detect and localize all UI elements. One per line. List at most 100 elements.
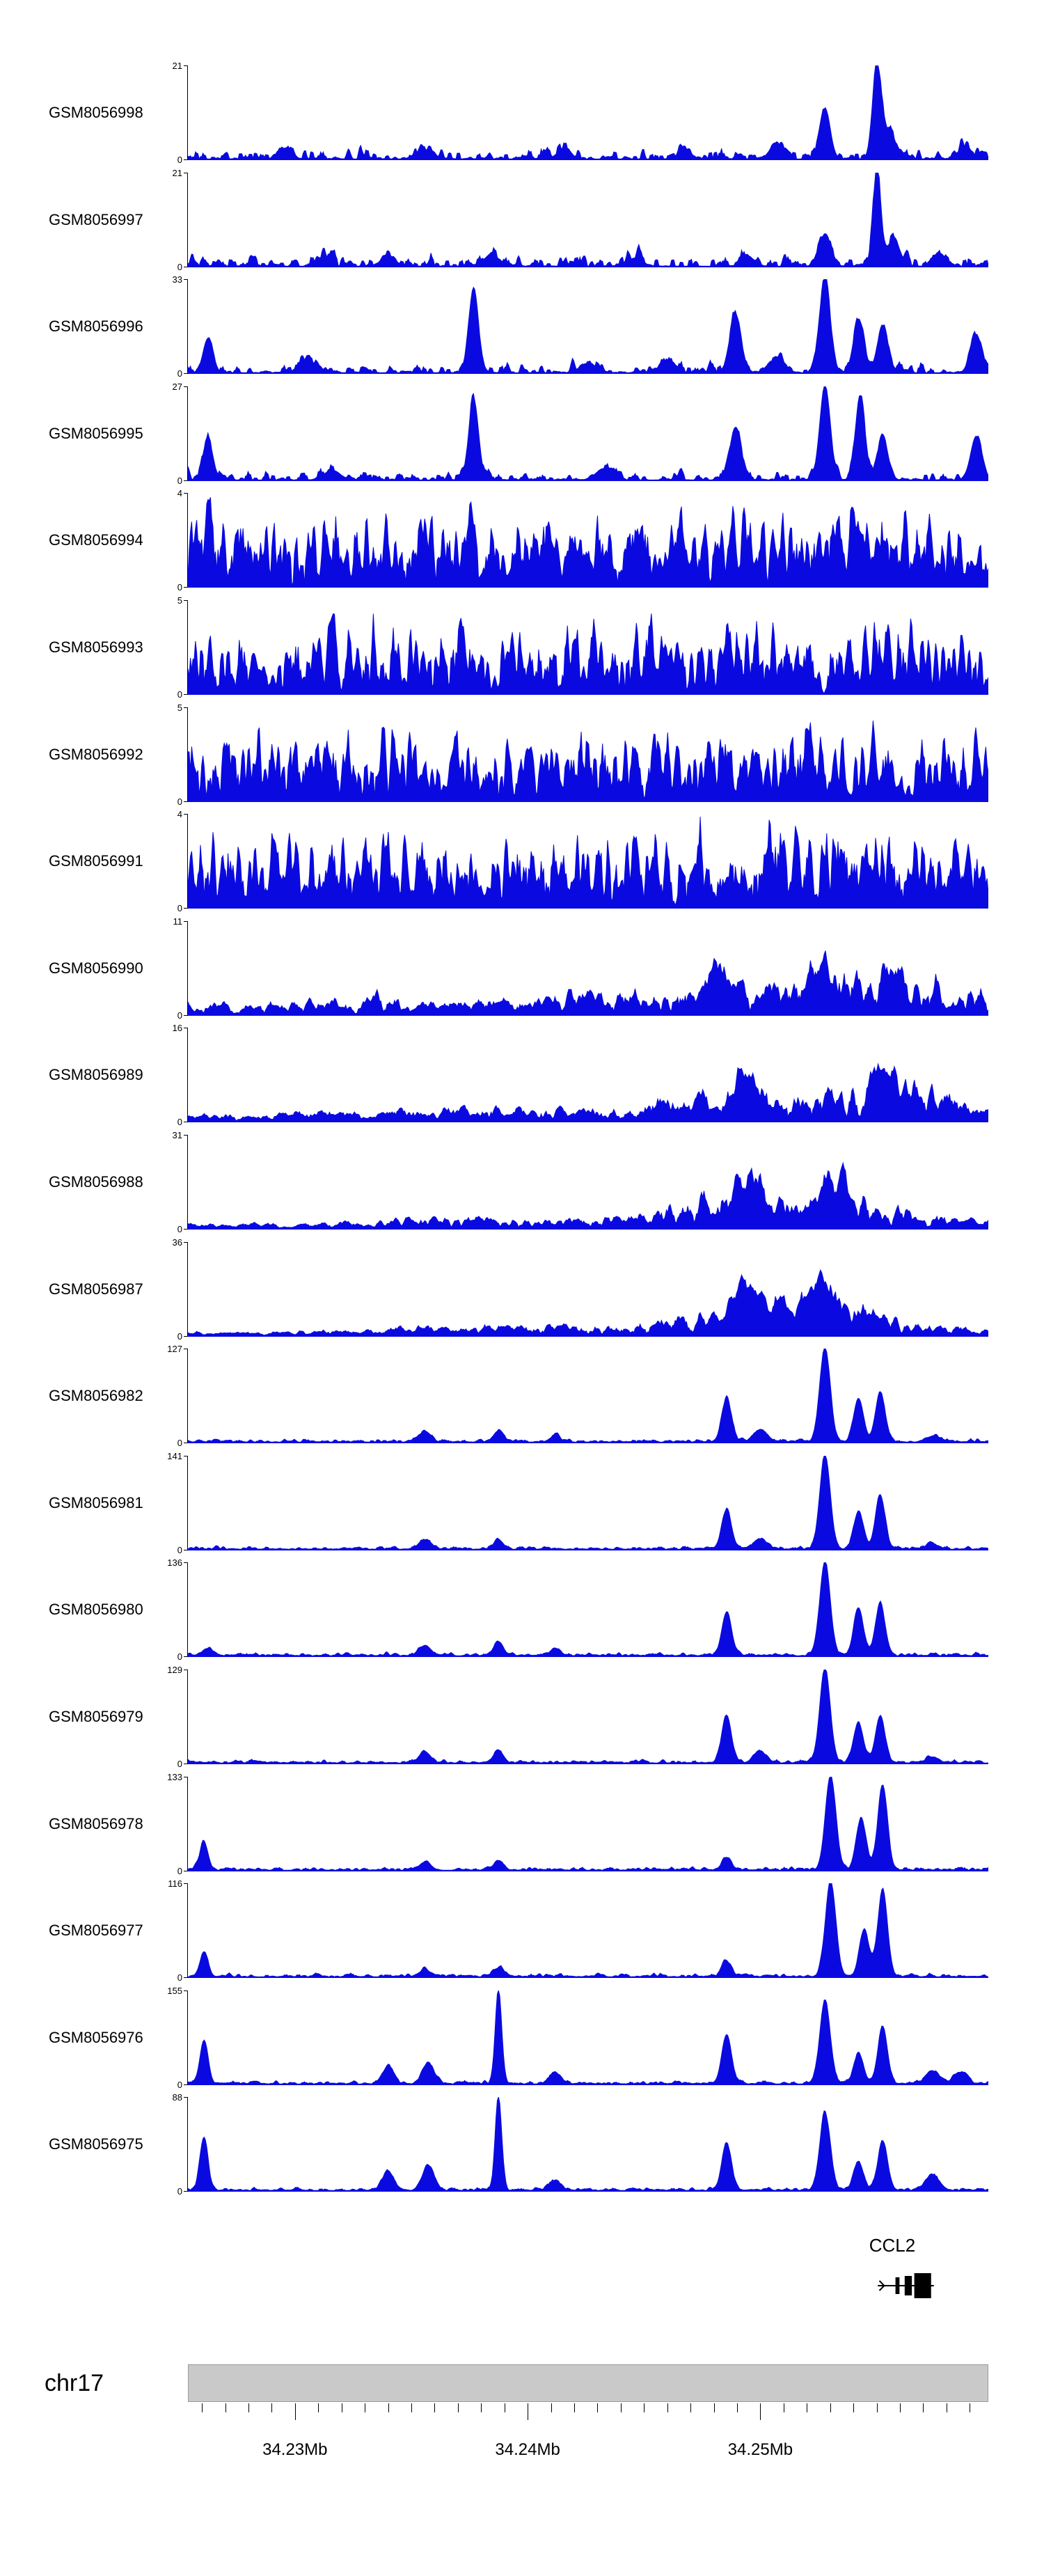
y-axis-zero-label: 0 <box>177 1117 182 1128</box>
coverage-polygon <box>188 1990 988 2085</box>
y-axis-tick-top <box>184 600 187 601</box>
track-sample-label: GSM8056993 <box>49 638 143 656</box>
coverage-signal-area <box>188 2097 988 2192</box>
coverage-polygon <box>188 720 988 802</box>
y-axis-max-label: 133 <box>167 1771 182 1782</box>
y-axis-tick-top <box>184 65 187 66</box>
track-y-axis-line <box>187 1562 188 1658</box>
y-axis-zero-label: 0 <box>177 1865 182 1876</box>
genome-axis-minor-tick <box>434 2403 436 2412</box>
genome-axis-minor-tick <box>737 2403 738 2412</box>
y-axis-tick-bottom <box>184 2191 187 2192</box>
genome-axis-major-tick <box>294 2403 296 2420</box>
y-axis-tick-top <box>184 279 187 281</box>
y-axis-tick-bottom <box>184 2084 187 2085</box>
genome-axis-minor-tick <box>574 2403 575 2412</box>
chromosome-bar <box>188 2364 988 2402</box>
axis-coordinate-label: 34.23Mb <box>262 2440 328 2459</box>
track-y-axis-line <box>187 2097 188 2192</box>
y-axis-zero-label: 0 <box>177 2186 182 2197</box>
exon-box <box>914 2273 931 2298</box>
track-sample-label: GSM8056979 <box>49 1708 143 1725</box>
genome-axis-minor-tick <box>853 2403 855 2412</box>
y-axis-zero-label: 0 <box>177 1759 182 1769</box>
coverage-polygon <box>188 1883 988 1979</box>
track-sample-label: GSM8056976 <box>49 2028 143 2046</box>
coverage-signal-area <box>188 1161 988 1230</box>
y-axis-tick-top <box>184 1990 187 1991</box>
genome-axis-minor-tick <box>667 2403 668 2412</box>
track-sample-label: GSM8056994 <box>49 531 143 549</box>
y-axis-zero-label: 0 <box>177 582 182 593</box>
track-y-axis-line <box>187 65 188 160</box>
genome-axis-minor-tick <box>900 2403 901 2412</box>
coverage-signal-area <box>188 1562 988 1658</box>
genome-axis-minor-tick <box>876 2403 878 2412</box>
track-sample-label: GSM8056990 <box>49 959 143 977</box>
coverage-polygon <box>188 386 988 481</box>
y-axis-tick-top <box>184 386 187 387</box>
y-axis-max-label: 155 <box>167 1985 182 1996</box>
y-axis-tick-bottom <box>184 587 187 588</box>
track-y-axis-line <box>187 1670 188 1764</box>
track-y-axis-line <box>187 707 188 802</box>
y-axis-max-label: 4 <box>177 809 182 820</box>
track-y-axis-line <box>187 814 188 909</box>
y-axis-max-label: 33 <box>172 274 182 285</box>
coverage-polygon <box>188 950 988 1016</box>
y-axis-tick-top <box>184 1883 187 1885</box>
y-axis-zero-label: 0 <box>177 903 182 914</box>
y-axis-tick-top <box>184 920 187 922</box>
genome-axis-minor-tick <box>202 2403 203 2412</box>
genome-axis-minor-tick <box>457 2403 459 2412</box>
y-axis-tick-top <box>184 1241 187 1243</box>
genome-axis-minor-tick <box>388 2403 389 2412</box>
track-sample-label: GSM8056996 <box>49 317 143 336</box>
y-axis-zero-label: 0 <box>177 368 182 379</box>
genome-axis-minor-tick <box>481 2403 482 2412</box>
track-sample-label: GSM8056991 <box>49 852 143 870</box>
y-axis-tick-bottom <box>184 1229 187 1230</box>
y-axis-max-label: 16 <box>172 1023 182 1034</box>
y-axis-tick-top <box>184 707 187 708</box>
coverage-signal-area <box>188 613 988 695</box>
y-axis-zero-label: 0 <box>177 1544 182 1555</box>
track-y-axis-line <box>187 1241 188 1337</box>
genome-axis-minor-tick <box>318 2403 319 2412</box>
coverage-signal-area <box>188 817 988 909</box>
y-axis-max-label: 127 <box>167 1344 182 1355</box>
coverage-signal-area <box>188 1670 988 1764</box>
track-sample-label: GSM8056982 <box>49 1387 143 1405</box>
y-axis-tick-bottom <box>184 159 187 160</box>
coverage-signal-area <box>188 386 988 481</box>
y-axis-max-label: 4 <box>177 488 182 499</box>
track-sample-label: GSM8056998 <box>49 104 143 121</box>
coverage-polygon <box>188 2097 988 2192</box>
y-axis-zero-label: 0 <box>177 1651 182 1663</box>
genome-axis-major-tick <box>760 2403 761 2420</box>
genome-axis-minor-tick <box>597 2403 599 2412</box>
y-axis-zero-label: 0 <box>177 689 182 700</box>
genome-axis-minor-tick <box>690 2403 692 2412</box>
coverage-polygon <box>188 1161 988 1230</box>
y-axis-tick-top <box>184 1135 187 1136</box>
coverage-signal-area <box>188 1269 988 1337</box>
y-axis-max-label: 21 <box>172 61 182 71</box>
y-axis-max-label: 141 <box>167 1450 182 1461</box>
y-axis-tick-bottom <box>184 1656 187 1658</box>
coverage-signal-area <box>188 1349 988 1444</box>
track-sample-label: GSM8056992 <box>49 745 143 763</box>
track-sample-label: GSM8056975 <box>49 2135 143 2153</box>
y-axis-tick-top <box>184 1562 187 1564</box>
coverage-signal-area <box>188 1883 988 1979</box>
coverage-signal-area <box>188 1455 988 1550</box>
genome-axis-minor-tick <box>248 2403 249 2412</box>
track-sample-label: GSM8056995 <box>49 424 143 442</box>
track-y-axis-line <box>187 386 188 481</box>
y-axis-zero-label: 0 <box>177 261 182 272</box>
y-axis-tick-bottom <box>184 694 187 695</box>
gene-model-glyph <box>878 2273 934 2298</box>
genome-axis-minor-tick <box>923 2403 924 2412</box>
track-y-axis-line <box>187 920 188 1016</box>
axis-coordinate-label: 34.25Mb <box>727 2440 793 2459</box>
